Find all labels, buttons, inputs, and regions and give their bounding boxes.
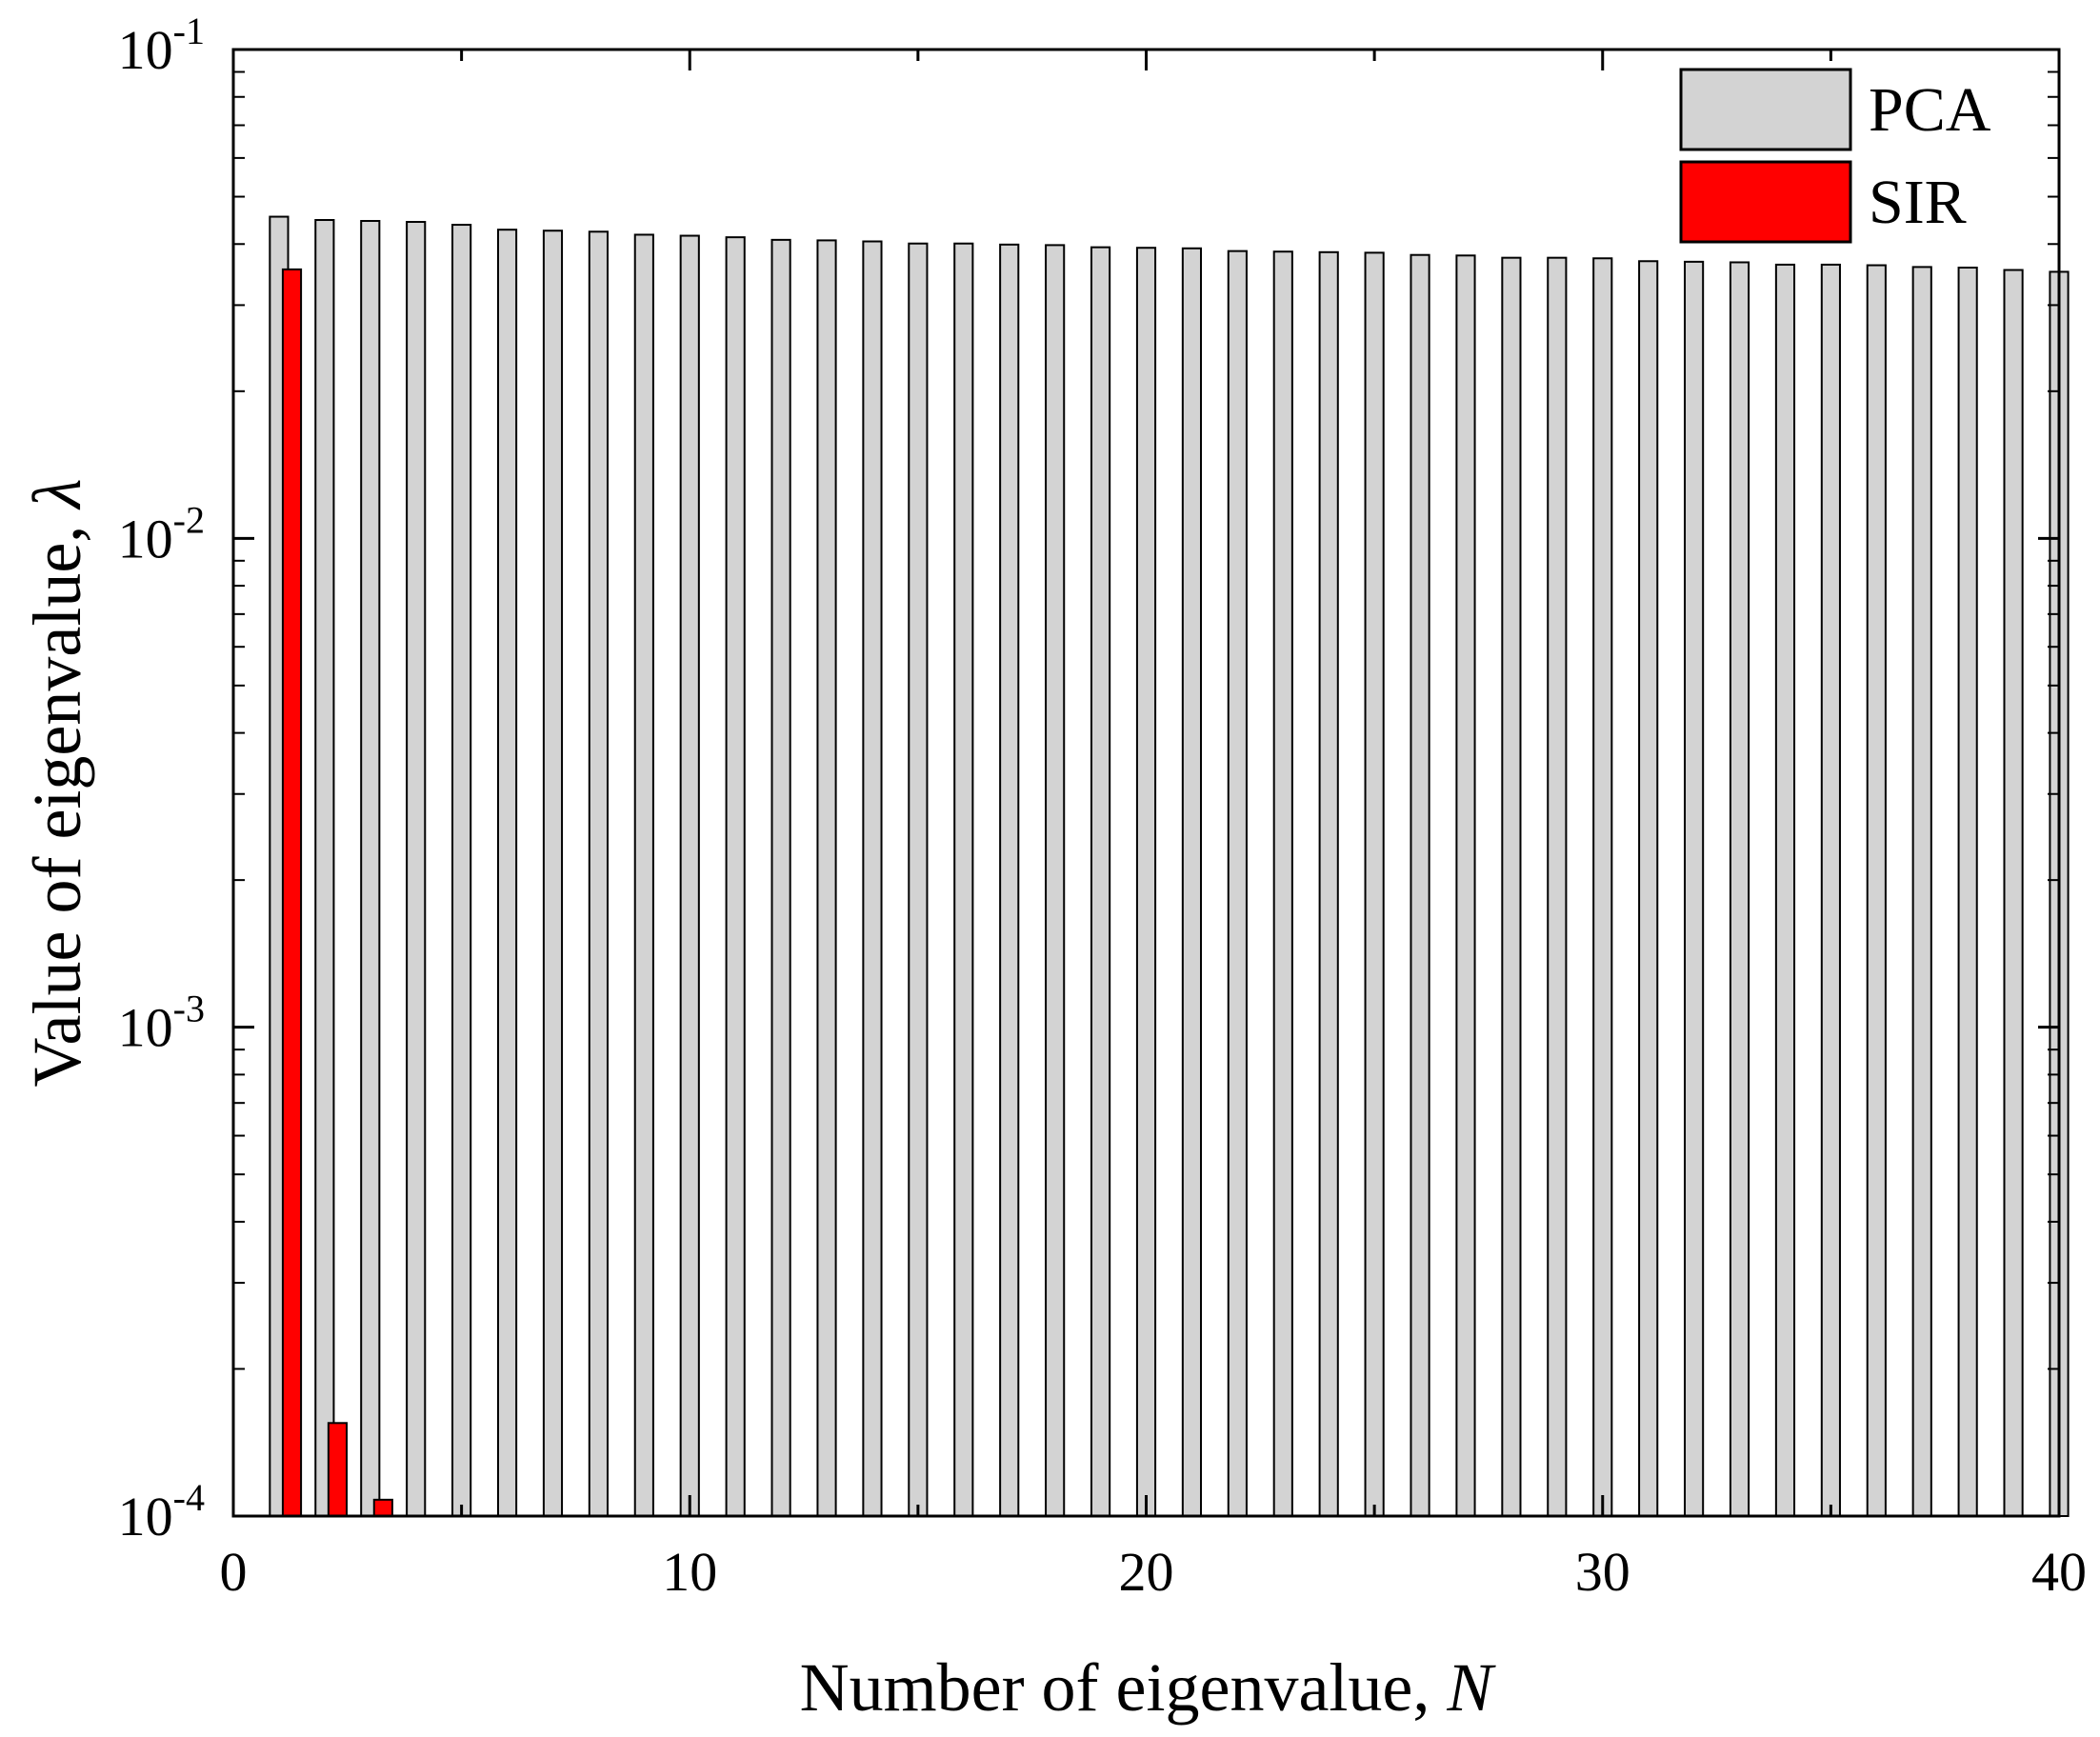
- legend-label: SIR: [1869, 168, 1967, 237]
- bar-pca: [999, 243, 1020, 1518]
- bar-pca: [1135, 247, 1157, 1518]
- x-axis-title: Number of eigenvalue, N: [800, 1649, 1497, 1726]
- bar-pca: [862, 240, 883, 1517]
- bar-pca: [1410, 253, 1430, 1518]
- x-tick-label: 20: [1119, 1541, 1174, 1603]
- legend-label: PCA: [1869, 75, 1991, 145]
- bar-pca: [2003, 269, 2024, 1517]
- bar-sir: [281, 268, 303, 1517]
- bar-pca: [1318, 250, 1339, 1517]
- tick-layer: 0 10 20 30 40 10-4 10-3 10-2 10-1: [118, 10, 2087, 1603]
- bar-pca: [496, 229, 518, 1518]
- bar-pca: [816, 239, 837, 1517]
- bar-pca: [1866, 264, 1887, 1518]
- bar-sir: [327, 1422, 349, 1517]
- bar-pca: [1090, 246, 1111, 1517]
- y-tick-label: 10-4: [118, 1476, 205, 1547]
- bar-pca: [1272, 250, 1293, 1517]
- bar-pca: [314, 219, 335, 1517]
- x-tick-label: 30: [1575, 1541, 1630, 1603]
- legend: PCA SIR: [1679, 68, 1991, 244]
- x-tick-label: 0: [220, 1541, 248, 1603]
- bar-pca: [1547, 256, 1568, 1517]
- bar-pca: [953, 242, 974, 1517]
- y-tick-label: 10-1: [118, 10, 205, 81]
- bar-pca: [1820, 263, 1841, 1518]
- bar-pca: [1455, 254, 1476, 1517]
- x-tick-label: 10: [662, 1541, 717, 1603]
- bar-pca: [1227, 250, 1248, 1517]
- bar-pca: [633, 233, 654, 1517]
- bar-pca: [1045, 244, 1066, 1518]
- bar-pca: [725, 236, 746, 1518]
- bar-pca: [1638, 260, 1659, 1518]
- legend-swatch: [1679, 68, 1852, 151]
- x-tick-label: 40: [2031, 1541, 2087, 1603]
- y-tick-label: 10-3: [118, 988, 205, 1059]
- bar-pca: [1911, 266, 1932, 1517]
- bar-pca: [770, 238, 791, 1518]
- bar-pca: [406, 221, 427, 1517]
- bar-pca: [1501, 256, 1522, 1517]
- bar-layer: [269, 215, 2070, 1518]
- y-axis-title: Value of eigenvalue, λ: [19, 479, 95, 1088]
- bar-pca: [908, 242, 929, 1517]
- bar-pca: [1729, 261, 1750, 1517]
- bar-pca: [360, 220, 381, 1518]
- bar-pca: [1364, 251, 1385, 1518]
- bar-pca: [1957, 267, 1978, 1517]
- bar-pca: [1774, 263, 1796, 1518]
- bar-pca: [451, 224, 472, 1517]
- bar-pca: [542, 230, 564, 1517]
- bar-sir: [372, 1498, 393, 1518]
- bar-pca: [588, 230, 609, 1517]
- y-tick-label: 10-2: [118, 498, 205, 569]
- bar-pca: [1592, 257, 1613, 1517]
- bar-pca: [1181, 247, 1203, 1518]
- bar-pca: [1684, 260, 1705, 1518]
- bar-pca: [679, 234, 700, 1517]
- legend-swatch: [1679, 160, 1852, 244]
